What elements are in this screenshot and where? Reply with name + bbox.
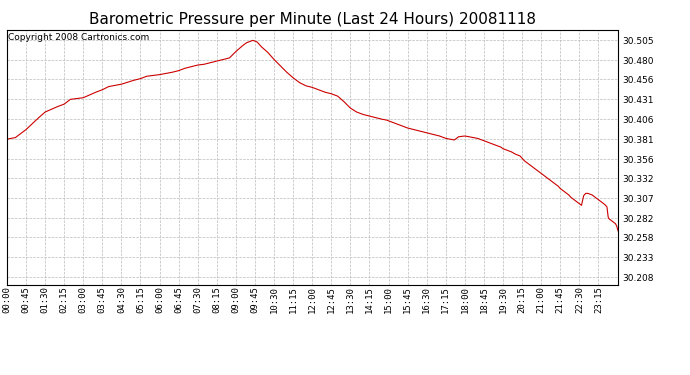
Title: Barometric Pressure per Minute (Last 24 Hours) 20081118: Barometric Pressure per Minute (Last 24 … bbox=[89, 12, 535, 27]
Text: Copyright 2008 Cartronics.com: Copyright 2008 Cartronics.com bbox=[8, 33, 149, 42]
